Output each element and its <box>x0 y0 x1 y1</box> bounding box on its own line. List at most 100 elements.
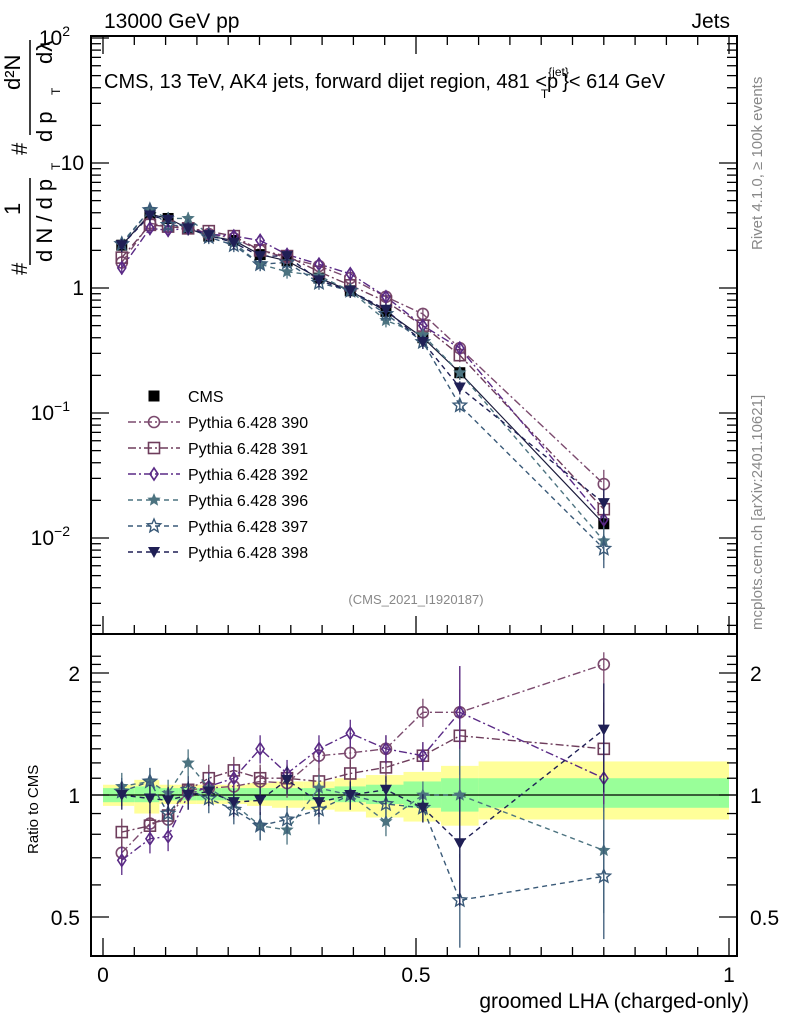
ratio-data-point <box>281 774 294 786</box>
ylabel-denom-a: d N / d p <box>32 179 57 262</box>
ylabel-denom-b-sub: T <box>49 87 63 95</box>
data-point <box>254 251 267 263</box>
ratio-marks-layer <box>113 652 613 948</box>
main-y-tick-label: 1 <box>72 277 84 300</box>
data-point <box>159 216 177 232</box>
ratio-data-point <box>255 741 266 757</box>
ratio-data-point <box>314 741 324 757</box>
ratio-panel: 2 2 1 1 0.5 0.5 0 0.5 1 Ratio to CMS groomed LHA… <box>25 633 779 1013</box>
main-y-tick-label: 10 <box>61 152 84 175</box>
main-marks-layer <box>113 201 613 569</box>
title-sub: T <box>541 87 549 101</box>
ratio-ylabel: Ratio to CMS <box>25 765 42 854</box>
legend-label: Pythia 6.428 397 <box>188 519 308 536</box>
ratio-series-line-5 <box>121 729 605 845</box>
data-point <box>379 304 392 316</box>
x-tick-label: 0 <box>97 964 109 987</box>
ratio-data-point <box>115 790 128 801</box>
ratio-data-point <box>159 804 177 821</box>
ratio-data-point <box>453 838 466 850</box>
ratio-series-line-2 <box>121 711 605 861</box>
ratio-data-point <box>416 802 429 814</box>
ratio-data-point <box>344 790 357 801</box>
data-point <box>345 266 356 282</box>
ratio-ticks: 2 2 1 1 0.5 0.5 0 0.5 1 <box>51 655 779 987</box>
ylabel-dlambda: dλ <box>32 41 57 64</box>
x-axis-label: groomed LHA (charged-only) <box>479 990 749 1013</box>
legend-marker <box>147 441 161 455</box>
main-y-tick-label: 102 <box>39 23 70 50</box>
title-suffix: }< 614 GeV <box>562 71 666 93</box>
data-point <box>453 382 466 394</box>
main-ticks: 102 10 1 10−1 10−2 <box>31 23 737 634</box>
data-point <box>377 305 395 322</box>
ratio-series-line-3 <box>121 761 605 852</box>
series-line-5 <box>121 209 605 550</box>
ratio-y-tick-label: 0.5 <box>51 907 80 930</box>
data-point <box>143 210 156 222</box>
ratio-data-point <box>143 793 156 805</box>
legend-label: Pythia 6.428 392 <box>188 467 308 484</box>
legend-marker <box>147 493 161 506</box>
ratio-data-point <box>181 755 195 769</box>
analysis-id: (CMS_2021_I1920187) <box>348 592 483 607</box>
data-point <box>182 223 195 235</box>
ylabel-denom-b: d p <box>32 111 57 142</box>
mcplots-label: mcplots.cern.ch [arXiv:2401.10621] <box>749 395 766 630</box>
legend-marker <box>145 517 163 534</box>
legend-label: Pythia 6.428 390 <box>188 415 308 432</box>
main-panel: 102 10 1 10−1 10−2 CMS, 13 TeV, AK4 jets, fo… <box>0 23 738 635</box>
data-point <box>281 251 294 263</box>
data-point <box>344 285 357 297</box>
ratio-data-point <box>115 825 129 839</box>
ratio-series-line-4 <box>121 780 604 902</box>
ylabel-hash-2: # <box>7 142 32 155</box>
ratio-y-tick-label: 1 <box>68 785 80 808</box>
beam-label: 13000 GeV pp <box>104 10 239 33</box>
ylabel-numer-b: d²N <box>0 55 25 90</box>
series-line-6 <box>121 214 605 504</box>
ratio-data-point <box>227 797 240 809</box>
data-point <box>181 211 195 225</box>
rivet-label: Rivet 4.1.0, ≥ 100k events <box>749 77 766 250</box>
category-label: Jets <box>691 10 730 33</box>
data-point <box>451 396 469 413</box>
legend: CMS Pythia 6.428 390 Pythia 6.428 391 Pythi… <box>128 389 308 562</box>
ratio-data-point <box>278 810 296 827</box>
ratio-series-line-0 <box>121 663 605 854</box>
data-point <box>598 512 609 528</box>
ratio-y-tick-label-right: 0.5 <box>750 907 779 930</box>
main-y-tick-label: 10−1 <box>31 398 71 425</box>
ratio-data-point <box>141 772 159 789</box>
ylabel-numer-a: 1 <box>0 203 25 215</box>
legend-label: Pythia 6.428 398 <box>188 545 308 562</box>
data-point <box>278 253 296 270</box>
ratio-data-point <box>116 852 127 868</box>
data-point <box>115 240 128 252</box>
ratio-data-point <box>253 771 267 785</box>
legend-label: Pythia 6.428 396 <box>188 493 308 510</box>
ratio-data-point <box>597 724 610 736</box>
legend-label: CMS <box>188 389 224 406</box>
main-ylabel: # 1 d N / d p T # d²N d p T dλ <box>0 40 63 275</box>
data-point <box>202 230 215 242</box>
legend-marker <box>148 390 160 402</box>
ratio-data-point <box>377 795 395 812</box>
ratio-data-point <box>228 770 239 786</box>
title-sup: {jet} <box>548 65 569 79</box>
legend-marker <box>148 547 160 558</box>
ratio-data-point <box>312 781 326 794</box>
ylabel-denom-a-sub: T <box>49 162 63 170</box>
data-point <box>453 365 467 379</box>
data-point <box>454 340 465 356</box>
legend-marker <box>149 466 159 482</box>
ratio-data-point <box>417 748 428 764</box>
data-point <box>597 498 610 510</box>
main-y-tick-label: 10−2 <box>31 523 71 550</box>
series-line-4 <box>121 209 605 542</box>
title-prefix: CMS, 13 TeV, AK4 jets, forward dijet reg… <box>104 71 558 93</box>
ratio-data-point <box>416 705 430 719</box>
ratio-data-point <box>343 767 357 780</box>
ratio-data-point <box>379 784 392 796</box>
ratio-data-point <box>182 790 195 801</box>
